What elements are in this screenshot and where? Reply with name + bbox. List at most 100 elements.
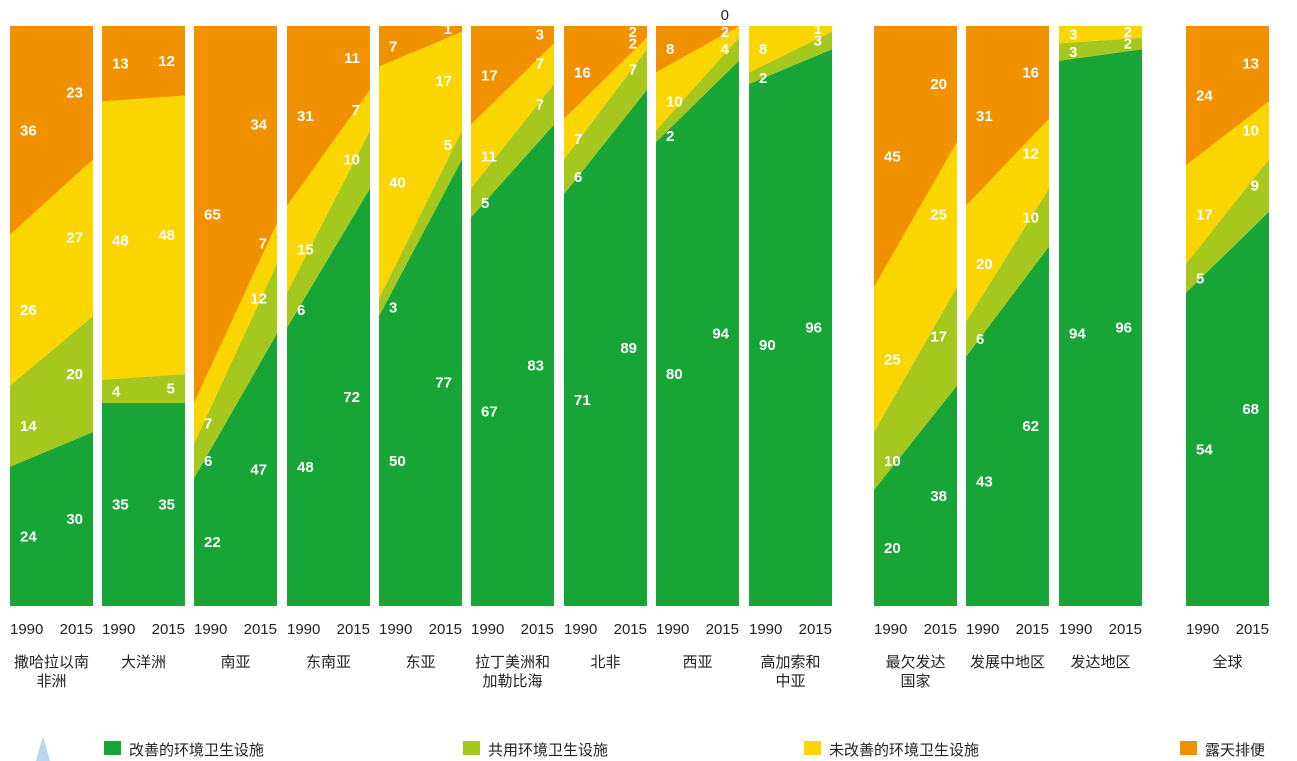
area-改善的环境卫生设施-10 xyxy=(966,246,1049,606)
area-改善的环境卫生设施-7 xyxy=(656,60,739,607)
data-label-9-2015-2: 25 xyxy=(930,207,947,224)
area-露天排便-0 xyxy=(10,26,93,235)
region-label-0: 撒哈拉以南 xyxy=(14,653,89,671)
data-label-3-1990-0: 48 xyxy=(297,459,314,476)
data-label-0-2015-2: 27 xyxy=(66,230,83,247)
data-label-12-1990-1: 5 xyxy=(1196,270,1204,287)
data-label-1-2015-1: 5 xyxy=(167,381,175,398)
data-label-9-2015-3: 20 xyxy=(930,76,947,93)
data-label-6-1990-1: 6 xyxy=(574,169,582,186)
region-label-1: 大洋洲 xyxy=(121,653,166,671)
area-未改善的环境卫生设施-9 xyxy=(874,142,957,432)
legend-label: 改善的环境卫生设施 xyxy=(129,741,264,759)
data-label-9-2015-1: 17 xyxy=(930,328,947,345)
data-label-0-1990-3: 36 xyxy=(20,122,37,139)
area-未改善的环境卫生设施-2 xyxy=(194,223,277,444)
legend-swatch xyxy=(463,741,480,755)
data-label-4-2015-1: 5 xyxy=(444,137,452,154)
area-改善的环境卫生设施-3 xyxy=(287,188,370,606)
panel-2: 22 6 7 65 47 12 7 34 1990 2015 南亚 xyxy=(194,26,277,671)
year-tick-3-end: 2015 xyxy=(337,621,370,638)
year-tick-6-end: 2015 xyxy=(614,621,647,638)
region-label-5: 拉丁美洲和 xyxy=(475,653,550,671)
data-label-10-2015-1: 10 xyxy=(1022,209,1039,226)
legend-item-1: 共用环境卫生设施 xyxy=(463,741,608,759)
data-label-1-2015-0: 35 xyxy=(158,497,175,514)
data-label-12-2015-2: 10 xyxy=(1242,122,1259,139)
area-共用环境卫生设施-3 xyxy=(287,130,370,328)
data-label-7-1990-1: 2 xyxy=(666,128,674,145)
data-label-7-2015-1: 4 xyxy=(721,41,730,58)
data-label-0-2015-3: 23 xyxy=(66,85,83,102)
data-label-1-1990-3: 13 xyxy=(112,56,129,73)
area-露天排便-10 xyxy=(966,26,1049,206)
year-tick-5-end: 2015 xyxy=(521,621,554,638)
area-改善的环境卫生设施-8 xyxy=(749,49,832,606)
panel-10: 43 6 20 31 62 10 12 16 1990 2015 发展中地区 xyxy=(966,26,1049,671)
data-label-1-2015-2: 48 xyxy=(158,227,175,244)
data-label-7-2015-3: 0 xyxy=(721,7,729,24)
data-label-1-1990-2: 48 xyxy=(112,233,129,250)
year-tick-0-end: 2015 xyxy=(60,621,93,638)
area-未改善的环境卫生设施-3 xyxy=(287,89,370,293)
data-label-4-1990-3: 7 xyxy=(389,38,397,55)
data-label-8-2015-0: 96 xyxy=(805,320,822,337)
area-未改善的环境卫生设施-8 xyxy=(749,26,832,73)
data-label-2-1990-0: 22 xyxy=(204,534,221,551)
region-label-4: 东亚 xyxy=(405,653,435,671)
area-共用环境卫生设施-5 xyxy=(471,84,554,218)
panel-12: 54 5 17 24 68 9 10 13 1990 2015 全球 xyxy=(1186,26,1269,671)
area-共用环境卫生设施-2 xyxy=(194,263,277,479)
data-label-11-1990-2: 3 xyxy=(1069,27,1077,44)
region-label-5: 加勒比海 xyxy=(482,672,542,690)
data-label-12-1990-0: 54 xyxy=(1196,441,1213,458)
data-label-9-1990-3: 45 xyxy=(884,149,901,166)
data-label-0-2015-1: 20 xyxy=(66,366,83,383)
area-未改善的环境卫生设施-12 xyxy=(1186,101,1269,264)
region-label-7: 西亚 xyxy=(682,653,712,671)
data-label-7-1990-0: 80 xyxy=(666,366,683,383)
data-label-11-2015-0: 96 xyxy=(1115,320,1132,337)
data-label-11-2015-2: 2 xyxy=(1124,24,1132,41)
region-label-9: 国家 xyxy=(900,672,930,690)
year-tick-8-start: 1990 xyxy=(749,621,782,638)
area-改善的环境卫生设施-5 xyxy=(471,124,554,606)
legend-item-2: 未改善的环境卫生设施 xyxy=(804,741,979,759)
year-tick-10-end: 2015 xyxy=(1016,621,1049,638)
data-label-11-1990-0: 94 xyxy=(1069,325,1086,342)
year-tick-1-start: 1990 xyxy=(102,621,135,638)
area-未改善的环境卫生设施-10 xyxy=(966,118,1049,322)
area-共用环境卫生设施-12 xyxy=(1186,159,1269,293)
data-label-4-1990-2: 40 xyxy=(389,175,406,192)
area-改善的环境卫生设施-12 xyxy=(1186,211,1269,606)
data-label-8-1990-1: 2 xyxy=(759,70,767,87)
area-露天排便-9 xyxy=(874,26,957,287)
data-label-6-1990-3: 16 xyxy=(574,64,591,81)
data-label-6-1990-0: 71 xyxy=(574,392,591,409)
data-label-4-1990-1: 3 xyxy=(389,299,397,316)
area-共用环境卫生设施-0 xyxy=(10,316,93,467)
year-tick-2-end: 2015 xyxy=(244,621,277,638)
year-tick-7-start: 1990 xyxy=(656,621,689,638)
data-label-7-1990-2: 10 xyxy=(666,93,683,110)
data-label-10-2015-3: 16 xyxy=(1022,64,1039,81)
region-label-8: 中亚 xyxy=(775,672,805,690)
data-label-5-2015-0: 83 xyxy=(527,357,544,374)
year-tick-4-start: 1990 xyxy=(379,621,412,638)
data-label-10-1990-1: 6 xyxy=(976,331,984,348)
area-共用环境卫生设施-4 xyxy=(379,130,462,316)
data-label-11-1990-1: 3 xyxy=(1069,44,1077,61)
data-label-6-1990-2: 7 xyxy=(574,131,582,148)
area-改善的环境卫生设施-0 xyxy=(10,432,93,606)
area-未改善的环境卫生设施-1 xyxy=(102,95,185,380)
data-label-0-1990-0: 24 xyxy=(20,528,37,545)
data-label-2-2015-0: 47 xyxy=(250,462,267,479)
data-label-3-2015-0: 72 xyxy=(343,389,360,406)
legend-item-0: 改善的环境卫生设施 xyxy=(104,741,264,759)
data-label-2-1990-2: 7 xyxy=(204,415,212,432)
data-label-5-2015-1: 7 xyxy=(536,96,544,113)
